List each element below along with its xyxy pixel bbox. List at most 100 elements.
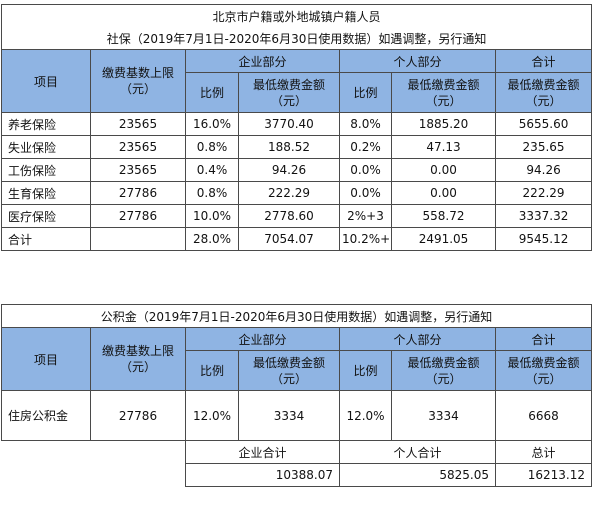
hf-header-personal-ratio: 比例 [339,350,392,391]
sum-item: 合计 [1,227,91,251]
summary-personal-label: 个人合计 [339,440,496,464]
hf-header-company-ratio: 比例 [185,350,239,391]
row-personal-amount: 0.00 [391,181,496,205]
hf-header-company-min: 最低缴费金额 （元） [238,350,340,391]
row-company-amount: 94.26 [238,158,340,182]
hf-header-total: 合计 [495,327,592,351]
summary-label-row: 企业合计 个人合计 总计 [2,440,592,464]
header-base-limit-label: 缴费基数上限 [101,66,174,80]
header-company-min-unit: （元） [270,93,307,108]
row-item: 养老保险 [1,112,91,136]
social-insurance-table: 北京市户籍或外地城镇户籍人员 社保（2019年7月1日-2020年6月30日使用… [0,4,592,251]
header-personal-min-unit: （元） [425,93,462,108]
header-personal-ratio: 比例 [339,72,392,113]
row-base: 23565 [90,158,186,182]
row-personal-ratio: 0.0% [339,181,392,205]
hf-header-base-limit: 缴费基数上限 （元） [90,327,186,391]
row-base: 27786 [90,181,186,205]
table-row: 生育保险 27786 0.8% 222.29 0.0% 0.00 222.29 [1,181,592,205]
hf-company-amount: 3334 [238,390,340,441]
row-total: 3337.32 [494,204,592,228]
row-personal-amount: 558.72 [391,204,496,228]
row-personal-ratio: 8.0% [339,112,392,136]
housing-fund-table: 公积金（2019年7月1日-2020年6月30日使用数据）如遇调整，另行通知 项… [1,304,592,487]
row-company-amount: 3770.40 [238,112,340,136]
header-base-limit-unit: （元） [119,82,156,96]
header-base-limit: 缴费基数上限 （元） [90,49,186,113]
row-personal-ratio: 0.2% [339,135,392,159]
row-total: 235.65 [494,135,592,159]
row-company-amount: 222.29 [238,181,340,205]
row-base: 27786 [90,204,186,228]
hf-item: 住房公积金 [1,390,91,441]
social-insurance-subtitle: 社保（2019年7月1日-2020年6月30日使用数据）如遇调整，另行通知 [0,27,592,50]
hf-header-personal: 个人部分 [339,327,496,351]
header-total: 合计 [494,49,592,73]
sum-company-amount: 7054.07 [238,227,340,251]
header-total-min-unit: （元） [525,93,562,108]
row-company-ratio: 0.4% [185,158,239,182]
summary-blank [2,441,186,464]
row-base: 23565 [90,112,186,136]
row-item: 工伤保险 [1,158,91,182]
housing-fund-subtitle: 公积金（2019年7月1日-2020年6月30日使用数据）如遇调整，另行通知 [1,304,592,328]
table-row: 工伤保险 23565 0.4% 94.26 0.0% 0.00 94.26 [1,158,592,182]
table-row-sum: 合计 28.0% 7054.07 10.2%+ 2491.05 9545.12 [1,227,592,251]
hf-personal-ratio: 12.0% [339,390,392,441]
row-company-ratio: 10.0% [185,204,239,228]
row-company-ratio: 0.8% [185,181,239,205]
header-company-min-label: 最低缴费金额 [252,77,325,92]
header-total-min-label: 最低缴费金额 [507,77,580,92]
sum-base [90,227,186,251]
row-total: 222.29 [494,181,592,205]
table-row: 医疗保险 27786 10.0% 2778.60 2%+3 558.72 3337.32 [1,204,592,228]
hf-header-personal-min-unit: （元） [425,371,462,386]
row-total: 94.26 [494,158,592,182]
hf-company-ratio: 12.0% [185,390,239,441]
sum-company-ratio: 28.0% [185,227,239,251]
table-row: 养老保险 23565 16.0% 3770.40 8.0% 1885.20 5655.60 [1,112,592,136]
row-item: 生育保险 [1,181,91,205]
summary-personal-value: 5825.05 [339,463,496,487]
summary-total-label: 总计 [495,440,592,464]
hf-header-company-min-label: 最低缴费金额 [252,355,325,370]
row-personal-amount: 1885.20 [391,112,496,136]
header-company-ratio: 比例 [185,72,239,113]
table-row-housing-fund: 住房公积金 27786 12.0% 3334 12.0% 3334 6668 [1,390,592,441]
hf-personal-amount: 3334 [391,390,496,441]
hf-total: 6668 [495,390,592,441]
row-item: 医疗保险 [1,204,91,228]
row-company-ratio: 16.0% [185,112,239,136]
row-company-amount: 2778.60 [238,204,340,228]
hf-header-total-min: 最低缴费金额 （元） [495,350,592,391]
row-company-amount: 188.52 [238,135,340,159]
header-company-min: 最低缴费金额 （元） [238,72,340,113]
row-total: 5655.60 [494,112,592,136]
header-personal: 个人部分 [339,49,496,73]
social-insurance-rows: 养老保险 23565 16.0% 3770.40 8.0% 1885.20 5655.60 失… [1,112,592,228]
header-personal-min-label: 最低缴费金额 [407,77,480,92]
summary-blank-2 [2,464,186,487]
sum-total: 9545.12 [494,227,592,251]
row-personal-amount: 47.13 [391,135,496,159]
row-personal-amount: 0.00 [391,158,496,182]
hf-header-total-min-label: 最低缴费金额 [507,355,580,370]
hf-header-personal-min: 最低缴费金额 （元） [391,350,496,391]
sum-personal-ratio: 10.2%+ [339,227,392,251]
hf-header-base-limit-unit: （元） [119,360,156,374]
hf-header-company-min-unit: （元） [270,371,307,386]
table-row: 失业保险 23565 0.8% 188.52 0.2% 47.13 235.65 [1,135,592,159]
hf-header-company: 企业部分 [185,327,340,351]
row-item: 失业保险 [1,135,91,159]
header-total-min: 最低缴费金额 （元） [494,72,592,113]
row-company-ratio: 0.8% [185,135,239,159]
sheet-title: 北京市户籍或外地城镇户籍人员 [0,4,592,27]
summary-value-row: 10388.07 5825.05 16213.12 [2,463,592,487]
hf-header-base-limit-label: 缴费基数上限 [101,344,174,358]
header-personal-min: 最低缴费金额 （元） [391,72,496,113]
hf-header-item: 项目 [1,327,91,391]
summary-total-value: 16213.12 [495,463,592,487]
sum-personal-amount: 2491.05 [391,227,496,251]
header-company: 企业部分 [185,49,340,73]
